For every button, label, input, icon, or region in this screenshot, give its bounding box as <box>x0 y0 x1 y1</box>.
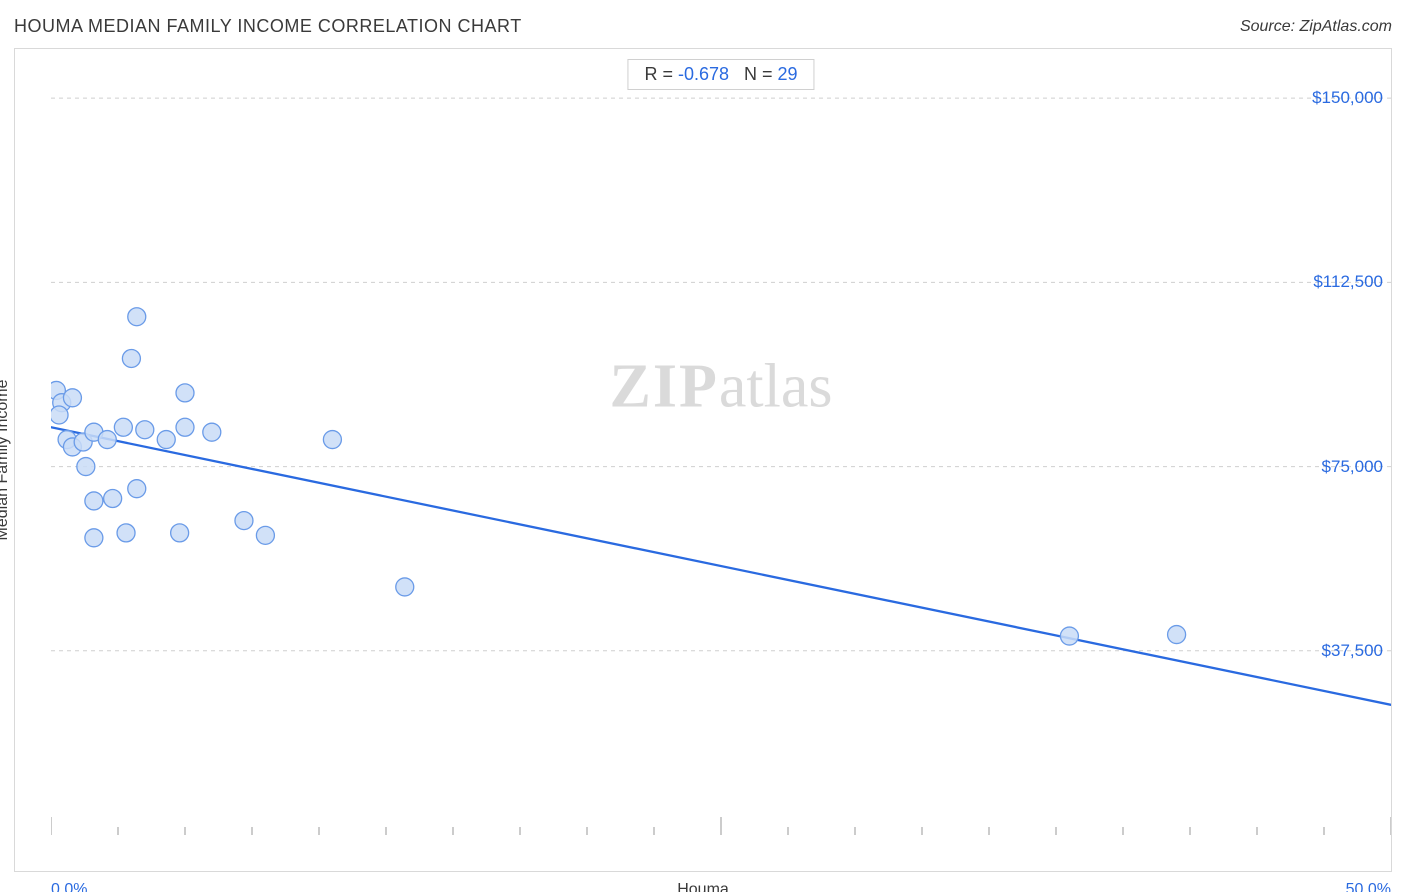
x-max-label: 50.0% <box>1346 881 1391 892</box>
y-tick-label: $75,000 <box>1322 457 1383 477</box>
plot-area: ZIPatlas R = -0.678 N = 29 $37,500$75,00… <box>51 49 1391 835</box>
y-tick-label: $150,000 <box>1312 88 1383 108</box>
x-axis-label: Houma <box>677 881 729 892</box>
x-min-label: 0.0% <box>51 881 87 892</box>
chart-svg <box>51 49 1391 835</box>
chart-frame: Median Family Income Houma ZIPatlas R = … <box>14 48 1392 872</box>
chart-container: HOUMA MEDIAN FAMILY INCOME CORRELATION C… <box>0 0 1406 892</box>
y-axis-label: Median Family Income <box>0 380 12 541</box>
y-tick-label: $37,500 <box>1322 641 1383 661</box>
source-attribution: Source: ZipAtlas.com <box>1240 18 1392 36</box>
y-tick-label: $112,500 <box>1313 272 1383 292</box>
chart-title: HOUMA MEDIAN FAMILY INCOME CORRELATION C… <box>14 16 522 37</box>
